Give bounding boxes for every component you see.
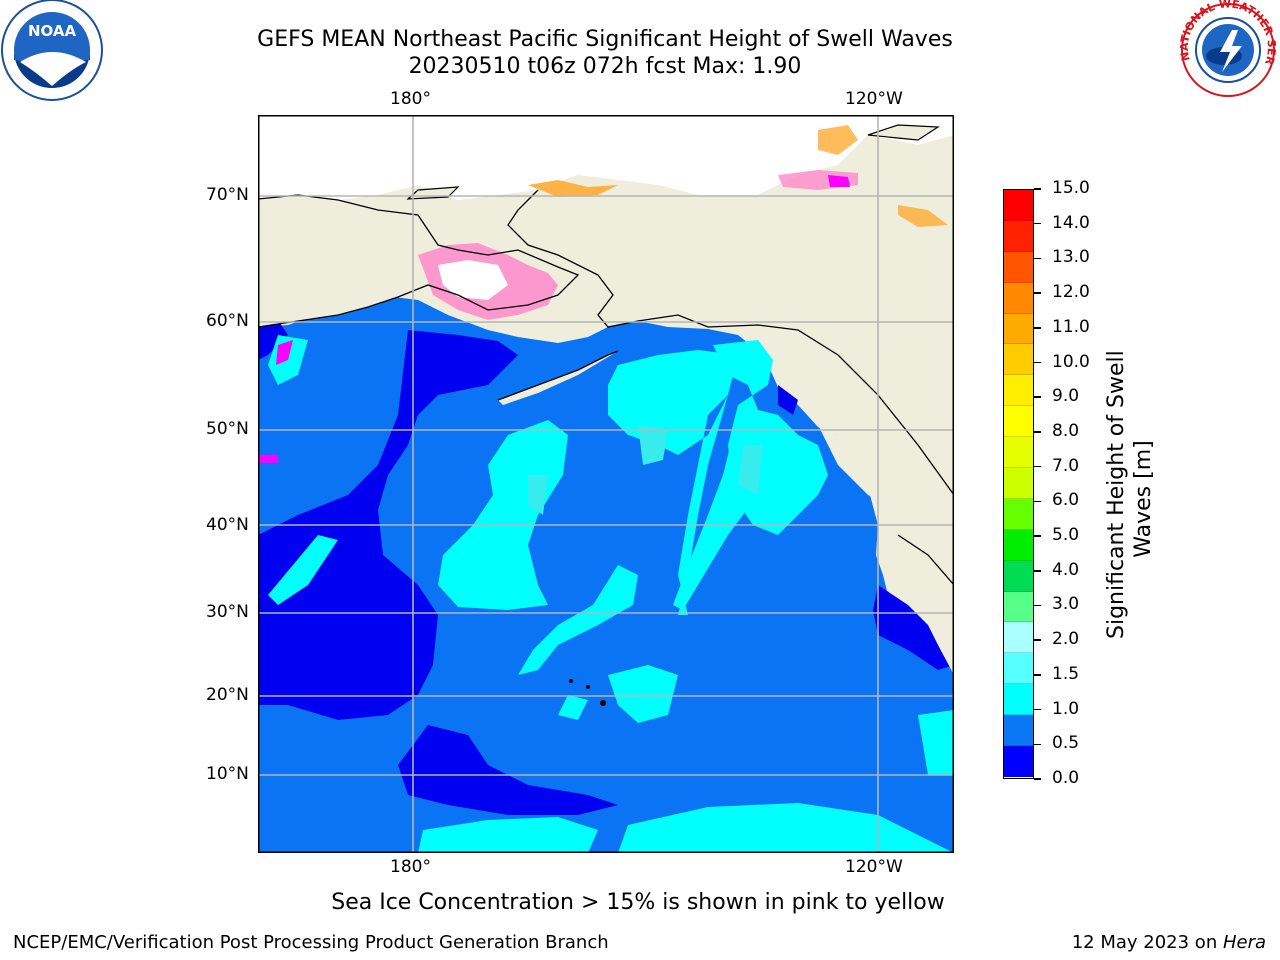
colorbar-tick-label: 12.0 xyxy=(1052,282,1090,303)
colorbar-tick-mark xyxy=(1034,327,1041,329)
nws-logo: NATIONAL WEATHER SERVICE xyxy=(1176,0,1278,100)
colorbar-tick-mark xyxy=(1034,431,1041,433)
colorbar-label-line1: Significant Height of Swell xyxy=(1104,350,1129,639)
ocean-band-0-05-east xyxy=(873,585,954,670)
footer-date-text: 12 May 2023 on xyxy=(1071,932,1223,953)
colorbar-tick-label: 9.0 xyxy=(1052,386,1080,407)
colorbar-segment xyxy=(1004,406,1033,438)
colorbar-segment xyxy=(1004,220,1033,252)
colorbar-tick-label: 4.0 xyxy=(1052,559,1080,580)
lat-label-70n: 70°N xyxy=(206,185,249,205)
ocean-band-10-15-hawaii xyxy=(518,565,638,675)
colorbar-tick-mark xyxy=(1034,604,1041,607)
land-alaska-canada xyxy=(508,135,954,495)
colorbar-tick-mark xyxy=(1034,222,1041,225)
colorbar-segment xyxy=(1004,591,1033,623)
colorbar-tick-label: 1.0 xyxy=(1052,698,1080,719)
colorbar-segment xyxy=(1004,468,1033,499)
colorbar-tick-mark xyxy=(1034,500,1041,503)
colorbar-tick-label: 13.0 xyxy=(1052,247,1090,268)
colorbar-tick-mark xyxy=(1034,292,1041,294)
colorbar-tick-mark xyxy=(1034,465,1041,468)
chart-subtitle: 20230510 t06z 072h fcst Max: 1.90 xyxy=(408,54,802,79)
ocean-band-10-15-south xyxy=(418,817,598,853)
lon-label-top-180: 180° xyxy=(390,89,431,109)
map-gridlines xyxy=(258,115,954,853)
colorbar-tick-label: 0.5 xyxy=(1052,733,1080,754)
colorbar-segment xyxy=(1004,560,1033,592)
footer-credit: NCEP/EMC/Verification Post Processing Pr… xyxy=(13,932,609,953)
colorbar-tick-mark xyxy=(1034,257,1041,260)
ocean-band-10-15-central xyxy=(438,420,568,610)
colorbar-segment xyxy=(1004,529,1033,561)
chart-title: GEFS MEAN Northeast Pacific Significant … xyxy=(257,27,953,52)
colorbar-tick-label: 6.0 xyxy=(1052,490,1080,511)
lon-label-bottom-180: 180° xyxy=(390,857,431,877)
lat-label-30n: 30°N xyxy=(206,602,249,622)
colorbar-segment xyxy=(1004,313,1033,345)
lon-label-top-120w: 120°W xyxy=(845,89,903,109)
lat-label-50n: 50°N xyxy=(206,419,249,439)
colorbar-segment xyxy=(1004,653,1033,685)
colorbar-tick-mark xyxy=(1034,396,1041,398)
noaa-logo-text: NOAA xyxy=(28,22,77,40)
colorbar-segment xyxy=(1004,251,1033,283)
colorbar-segment xyxy=(1004,622,1033,654)
noaa-logo: NOAA xyxy=(1,0,103,101)
sea-ice-chukchi xyxy=(528,180,618,197)
colorbar-segment xyxy=(1004,498,1033,530)
land-california xyxy=(898,535,954,675)
colorbar-tick-mark xyxy=(1034,743,1041,746)
lat-label-20n: 20°N xyxy=(206,685,249,705)
ocean-band-0-05-west xyxy=(258,330,518,720)
colorbar-tick-mark xyxy=(1034,708,1041,711)
colorbar-label-line2: Waves [m] xyxy=(1131,440,1156,558)
colorbar-tick-label: 3.0 xyxy=(1052,594,1080,615)
colorbar-segment xyxy=(1004,375,1033,407)
colorbar-segment xyxy=(1004,746,1033,777)
colorbar-tick-label: 0.0 xyxy=(1052,768,1080,788)
colorbar-tick-mark xyxy=(1034,570,1041,572)
sea-ice-note: Sea Ice Concentration > 15% is shown in … xyxy=(331,890,945,915)
lat-label-40n: 40°N xyxy=(206,515,249,535)
colorbar-tick-label: 14.0 xyxy=(1052,212,1090,233)
colorbar-tick-label: 15.0 xyxy=(1052,178,1090,198)
colorbar-tick-mark xyxy=(1034,674,1041,676)
colorbar-segment xyxy=(1004,715,1033,747)
colorbar-tick-label: 8.0 xyxy=(1052,420,1080,441)
colorbar-segment xyxy=(1004,190,1033,221)
colorbar-tick-label: 1.5 xyxy=(1052,663,1080,684)
colorbar-tick-label: 11.0 xyxy=(1052,316,1090,337)
colorbar xyxy=(1003,189,1034,779)
lat-label-60n: 60°N xyxy=(206,311,249,331)
colorbar-tick-label: 2.0 xyxy=(1052,629,1080,650)
ocean-band-0-05-south xyxy=(398,725,618,815)
colorbar-segment xyxy=(1004,437,1033,469)
colorbar-segment xyxy=(1004,684,1033,716)
colorbar-tick-mark xyxy=(1034,188,1041,190)
colorbar-tick-mark xyxy=(1034,361,1041,364)
footer-host: Hera xyxy=(1222,932,1266,953)
colorbar-tick-mark xyxy=(1034,778,1041,780)
colorbar-tick-mark xyxy=(1034,639,1041,641)
lat-label-10n: 10°N xyxy=(206,764,249,784)
colorbar-segment xyxy=(1004,344,1033,376)
colorbar-segment xyxy=(1004,282,1033,314)
swell-map xyxy=(258,115,954,853)
ocean-band-15-20 xyxy=(528,475,548,515)
colorbar-tick-label: 5.0 xyxy=(1052,525,1080,546)
colorbar-tick-label: 10.0 xyxy=(1052,351,1090,372)
colorbar-tick-label: 7.0 xyxy=(1052,455,1080,476)
lon-label-bottom-120w: 120°W xyxy=(845,857,903,877)
colorbar-label: Significant Height of Swell Waves [m] xyxy=(1103,350,1157,639)
colorbar-tick-mark xyxy=(1034,535,1041,537)
ocean-band-10-15-northeast xyxy=(608,350,738,615)
footer-date: 12 May 2023 on Hera xyxy=(1072,932,1266,953)
